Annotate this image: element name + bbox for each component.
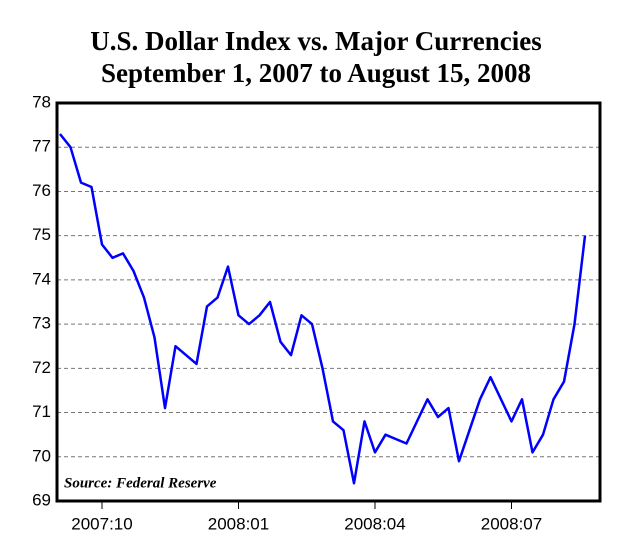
y-tick-label: 76 [32,181,51,200]
y-tick-label: 75 [32,225,51,244]
y-tick-label: 74 [32,269,51,288]
y-tick-label: 69 [32,490,51,509]
y-tick-label: 70 [32,446,51,465]
x-tick-label: 2008:07 [481,514,542,533]
y-tick-label: 71 [32,402,51,421]
chart-subtitle: September 1, 2007 to August 15, 2008 [101,58,531,88]
source-note: Source: Federal Reserve [64,475,217,491]
chart-title: U.S. Dollar Index vs. Major Currencies [90,26,542,56]
plot-frame [55,101,602,503]
x-tick-label: 2008:01 [208,514,269,533]
y-tick-label: 78 [32,92,51,111]
x-tick-label: 2008:04 [344,514,405,533]
y-tick-label: 72 [32,358,51,377]
x-tick-label: 2007:10 [71,514,132,533]
y-tick-label: 77 [32,137,51,156]
data-line [59,133,587,485]
y-tick-label: 73 [32,314,51,333]
